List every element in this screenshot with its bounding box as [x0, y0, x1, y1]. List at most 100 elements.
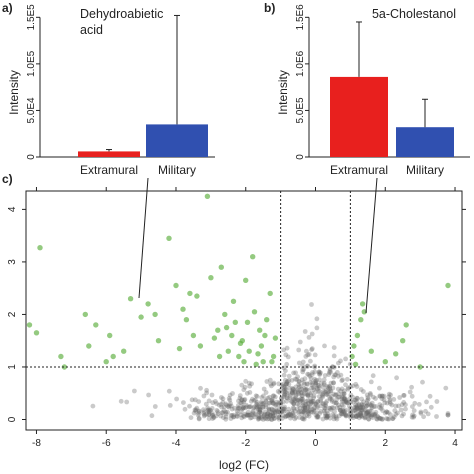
point-nonsignificant: [384, 409, 390, 415]
point-nonsignificant: [352, 405, 357, 410]
point-nonsignificant: [330, 385, 336, 391]
point-significant: [82, 311, 89, 318]
point-nonsignificant: [146, 392, 152, 398]
point-nonsignificant: [368, 379, 374, 385]
point-nonsignificant: [201, 409, 207, 415]
point-nonsignificant: [249, 415, 254, 420]
point-nonsignificant: [409, 384, 414, 390]
point-nonsignificant: [393, 403, 399, 409]
point-nonsignificant: [367, 408, 372, 414]
bar-military: [146, 124, 208, 157]
point-nonsignificant: [213, 413, 219, 419]
point-nonsignificant: [201, 407, 206, 413]
point-nonsignificant: [379, 403, 385, 409]
point-nonsignificant: [348, 392, 354, 398]
point-nonsignificant: [358, 407, 364, 413]
point-nonsignificant: [343, 399, 349, 404]
point-nonsignificant: [338, 407, 343, 413]
point-nonsignificant: [359, 402, 364, 408]
point-nonsignificant: [308, 376, 314, 381]
point-nonsignificant: [334, 405, 340, 411]
point-nonsignificant: [265, 414, 270, 419]
point-nonsignificant: [280, 399, 286, 405]
category-label: Military: [158, 163, 196, 177]
point-nonsignificant: [204, 387, 210, 393]
point-nonsignificant: [282, 387, 288, 393]
point-nonsignificant: [355, 406, 361, 412]
x-tick-label: -2: [241, 438, 250, 449]
point-nonsignificant: [205, 405, 211, 411]
nonsignificant-points: [90, 302, 451, 422]
point-nonsignificant: [401, 400, 407, 405]
point-nonsignificant: [343, 407, 349, 413]
point-nonsignificant: [302, 403, 307, 409]
point-nonsignificant: [354, 403, 360, 409]
point-nonsignificant: [305, 393, 311, 398]
point-nonsignificant: [309, 390, 314, 396]
point-nonsignificant: [303, 402, 308, 407]
point-nonsignificant: [285, 413, 290, 419]
point-nonsignificant: [241, 414, 247, 420]
point-nonsignificant: [313, 380, 319, 386]
panel-b: b) 0 5.0E5 1.0E6 1.5E6 Intensity Extramural Mil…: [264, 1, 470, 177]
point-nonsignificant: [208, 408, 214, 413]
point-nonsignificant: [315, 386, 321, 392]
point-nonsignificant: [314, 405, 320, 411]
point-nonsignificant: [271, 381, 276, 387]
point-nonsignificant: [269, 406, 275, 412]
point-nonsignificant: [215, 411, 221, 417]
point-nonsignificant: [219, 410, 225, 416]
point-nonsignificant: [221, 404, 227, 410]
point-significant: [258, 343, 265, 349]
point-nonsignificant: [386, 416, 392, 422]
point-nonsignificant: [271, 380, 277, 386]
point-nonsignificant: [390, 416, 396, 421]
point-nonsignificant: [250, 408, 256, 414]
point-nonsignificant: [263, 416, 268, 422]
point-nonsignificant: [332, 400, 337, 405]
point-nonsignificant: [342, 388, 347, 394]
point-significant: [368, 348, 374, 354]
point-nonsignificant: [218, 413, 224, 419]
point-nonsignificant: [286, 406, 292, 412]
point-nonsignificant: [265, 413, 270, 419]
point-nonsignificant: [261, 413, 267, 419]
point-nonsignificant: [316, 369, 322, 375]
point-nonsignificant: [231, 414, 237, 420]
point-significant: [270, 353, 277, 360]
point-nonsignificant: [428, 404, 434, 410]
point-nonsignificant: [306, 335, 312, 340]
point-nonsignificant: [256, 415, 262, 421]
point-nonsignificant: [252, 414, 257, 420]
point-nonsignificant: [297, 405, 303, 411]
point-nonsignificant: [295, 397, 300, 403]
point-significant: [152, 311, 158, 318]
point-nonsignificant: [319, 392, 325, 398]
point-nonsignificant: [227, 397, 233, 403]
point-nonsignificant: [340, 377, 345, 383]
point-nonsignificant: [291, 397, 296, 403]
point-significant: [255, 351, 261, 357]
point-nonsignificant: [281, 372, 287, 378]
point-nonsignificant: [315, 399, 321, 405]
point-nonsignificant: [341, 399, 347, 405]
point-significant: [403, 322, 409, 328]
point-nonsignificant: [299, 393, 305, 398]
point-nonsignificant: [337, 407, 343, 413]
point-significant: [110, 353, 116, 360]
point-significant: [359, 301, 366, 307]
point-nonsignificant: [323, 388, 329, 393]
point-significant: [393, 351, 399, 357]
point-nonsignificant: [254, 404, 260, 410]
point-nonsignificant: [286, 412, 291, 417]
point-nonsignificant: [268, 413, 274, 418]
point-nonsignificant: [315, 414, 320, 420]
point-nonsignificant: [292, 389, 298, 394]
point-nonsignificant: [377, 402, 383, 407]
point-nonsignificant: [214, 408, 220, 413]
point-nonsignificant: [314, 385, 320, 391]
point-significant: [176, 345, 183, 352]
point-nonsignificant: [312, 352, 318, 358]
point-nonsignificant: [278, 400, 284, 406]
point-nonsignificant: [325, 385, 331, 391]
